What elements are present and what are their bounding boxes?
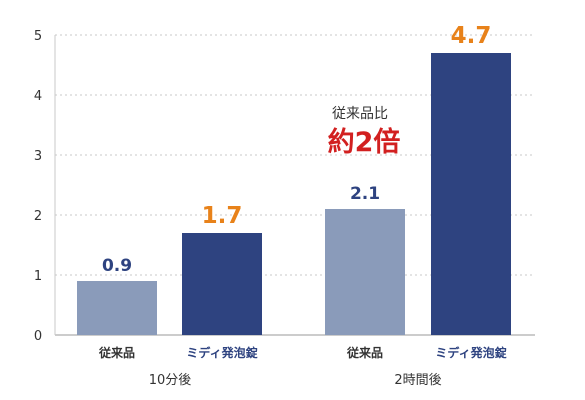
category-labels: 従来品 ミディ発泡錠 従来品 ミディ発泡錠 xyxy=(98,345,507,360)
y-tick-label: 0 xyxy=(34,329,42,344)
category-label: 従来品 xyxy=(346,345,383,360)
bar-product xyxy=(182,233,262,335)
category-label: 従来品 xyxy=(98,345,135,360)
bar-value-label: 0.9 xyxy=(102,256,132,276)
y-tick-label: 1 xyxy=(34,269,42,284)
bar-value-label: 2.1 xyxy=(350,184,380,204)
annotation-big-text: 約2倍 xyxy=(328,126,401,158)
group-label: 10分後 xyxy=(149,373,192,388)
value-labels: 0.9 1.7 2.1 4.7 xyxy=(102,23,491,276)
bars xyxy=(77,53,511,335)
bar-value-label: 1.7 xyxy=(202,203,243,229)
y-axis: 0 1 2 3 4 5 xyxy=(34,29,42,344)
comparison-annotation: 従来品比 約2倍 xyxy=(328,106,401,158)
y-tick-label: 2 xyxy=(34,209,42,224)
y-tick-label: 3 xyxy=(34,149,42,164)
group-label: 2時間後 xyxy=(394,373,441,388)
y-tick-label: 5 xyxy=(34,29,42,44)
bar-product xyxy=(431,53,511,335)
grid-lines xyxy=(54,34,535,336)
bar-conventional xyxy=(77,281,157,335)
category-label: ミディ発泡錠 xyxy=(435,345,506,360)
group-labels: 10分後 2時間後 xyxy=(149,373,442,388)
bar-value-label: 4.7 xyxy=(451,23,492,49)
bar-conventional xyxy=(325,209,405,335)
annotation-small-text: 従来品比 xyxy=(332,106,388,122)
category-label: ミディ発泡錠 xyxy=(186,345,257,360)
y-tick-label: 4 xyxy=(34,89,42,104)
